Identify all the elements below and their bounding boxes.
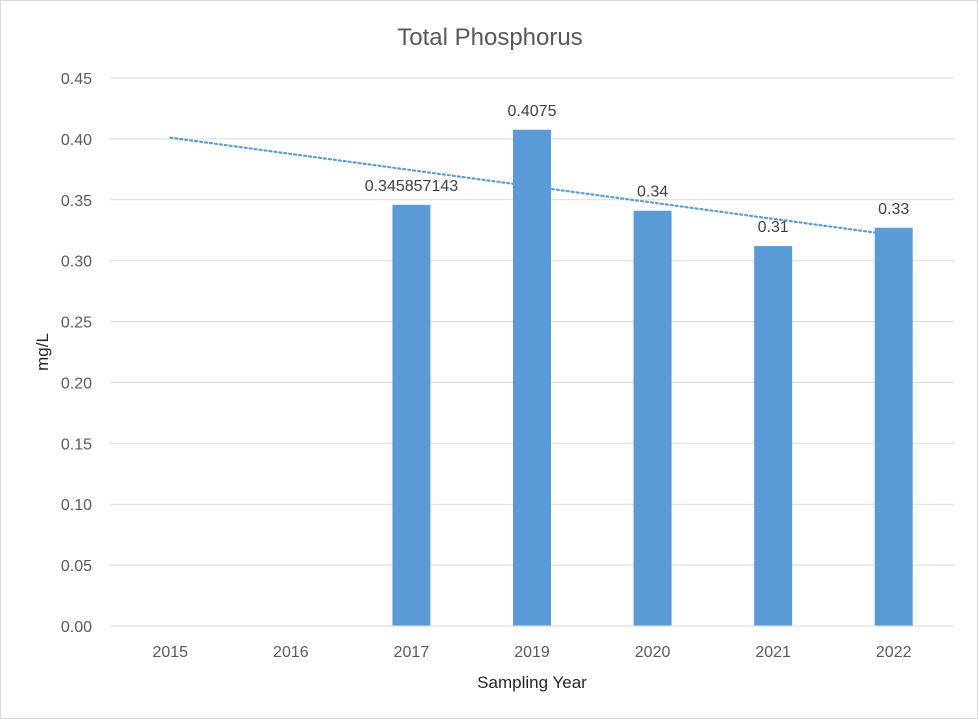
x-tick-label: 2016	[273, 644, 309, 661]
bar-2017	[392, 204, 431, 626]
y-tick-label: 0.10	[61, 497, 92, 514]
y-tick-label: 0.30	[61, 254, 92, 271]
y-tick-label: 0.05	[61, 558, 92, 575]
x-tick-label: 2019	[514, 644, 550, 661]
x-axis-title: Sampling Year	[477, 673, 587, 692]
bar-2022	[874, 227, 913, 626]
trendline	[169, 136, 895, 237]
x-tick-label: 2015	[152, 644, 188, 661]
y-tick-label: 0.00	[61, 619, 92, 636]
chart-title: Total Phosphorus	[397, 24, 582, 51]
data-label-2020: 0.34	[637, 184, 668, 201]
trendline-line	[169, 136, 895, 237]
data-label-2017: 0.345857143	[365, 178, 459, 195]
y-axis-ticks: 0.00 0.05 0.10 0.15 0.20 0.25 0.30 0.35 0.40 0.45	[61, 71, 92, 636]
y-tick-label: 0.15	[61, 436, 92, 453]
y-tick-label: 0.40	[61, 132, 92, 149]
y-axis-title: mg/L	[33, 333, 52, 371]
x-tick-label: 2017	[394, 644, 430, 661]
data-label-2022: 0.33	[878, 201, 909, 218]
data-label-2019: 0.4075	[508, 103, 557, 120]
bar-2021	[754, 246, 793, 626]
x-tick-label: 2020	[635, 644, 671, 661]
x-axis-ticks: 2015 2016 2017 2019 2020 2021 2022	[110, 625, 954, 661]
data-labels: 0.345857143 0.4075 0.34 0.31 0.33	[365, 103, 910, 236]
x-tick-label: 2022	[876, 644, 912, 661]
y-tick-label: 0.45	[61, 71, 92, 88]
bars	[392, 129, 913, 626]
bar-2019	[513, 129, 551, 626]
y-tick-label: 0.25	[61, 315, 92, 332]
y-tick-label: 0.20	[61, 375, 92, 392]
x-tick-label: 2021	[755, 644, 791, 661]
data-label-2021: 0.31	[758, 219, 789, 236]
y-tick-label: 0.35	[61, 193, 92, 210]
bar-2020	[633, 210, 672, 626]
